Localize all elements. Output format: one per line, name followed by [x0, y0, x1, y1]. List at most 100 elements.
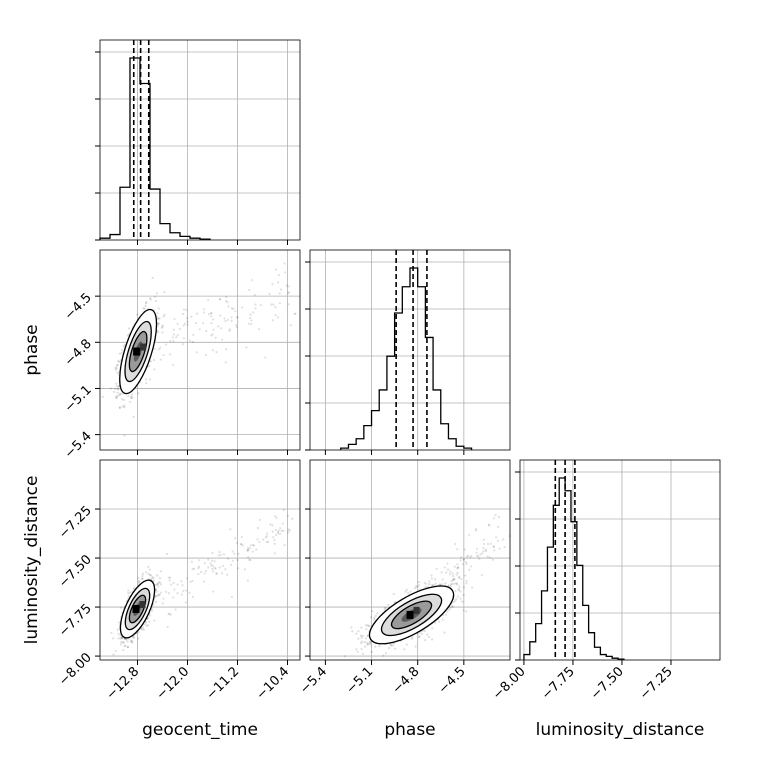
sample-point	[158, 317, 161, 320]
sample-point	[482, 546, 485, 550]
sample-point	[172, 581, 175, 585]
histogram-step	[340, 267, 473, 450]
sample-point	[254, 307, 257, 310]
sample-point	[462, 558, 466, 561]
sample-point	[414, 645, 417, 648]
sample-point	[120, 351, 123, 355]
sample-point	[405, 588, 408, 591]
sample-point	[121, 636, 124, 640]
sample-point	[154, 588, 157, 591]
sample-point	[130, 393, 133, 396]
sample-point	[245, 346, 248, 349]
sample-point	[144, 621, 148, 624]
sample-point	[194, 322, 198, 325]
sample-point	[444, 581, 447, 585]
sample-point	[220, 327, 223, 330]
sample-point	[215, 572, 218, 575]
corner-plot-content: −5.4 −5.1 −4.8 −4.5 −12.8 −12.0 −11.2 −10.4 −8.0…	[22, 39, 721, 740]
sample-point	[457, 576, 461, 579]
sample-point	[116, 371, 119, 374]
sample-point	[117, 388, 120, 391]
sample-point	[438, 620, 441, 623]
sample-point	[119, 634, 122, 637]
sample-point	[411, 636, 414, 639]
sample-point	[444, 613, 448, 616]
density-peak	[413, 606, 420, 614]
sample-point	[468, 533, 471, 537]
sample-point	[259, 303, 262, 307]
sample-point	[165, 552, 169, 556]
sample-point	[367, 643, 370, 646]
sample-point	[452, 577, 455, 581]
sample-point	[147, 565, 150, 568]
sample-point	[456, 571, 459, 574]
sample-point	[410, 637, 414, 640]
sample-point	[417, 584, 421, 587]
histogram-step	[99, 57, 211, 240]
sample-point	[243, 568, 246, 571]
sample-point	[492, 545, 495, 548]
sample-point	[427, 635, 431, 639]
panel-frame	[309, 459, 511, 661]
sample-point	[376, 612, 379, 615]
sample-point	[368, 625, 371, 628]
sample-point	[135, 313, 139, 316]
sample-point	[282, 509, 285, 512]
sample-point	[234, 323, 238, 327]
sample-point	[114, 368, 117, 371]
sample-point	[456, 583, 459, 586]
sample-point	[172, 339, 175, 343]
sample-point	[417, 632, 420, 635]
sample-point	[363, 641, 367, 644]
sample-point	[456, 567, 459, 570]
sample-point	[356, 650, 359, 653]
sample-point	[383, 607, 386, 610]
sample-point	[463, 548, 466, 551]
sample-point	[118, 621, 121, 624]
sample-point	[258, 518, 261, 521]
sample-point	[225, 295, 228, 299]
sample-point	[457, 566, 460, 569]
sample-point	[495, 536, 498, 539]
sample-point	[220, 338, 224, 341]
sample-point	[387, 647, 391, 650]
sample-point	[155, 595, 158, 598]
sample-point	[182, 312, 185, 316]
sample-point	[127, 592, 130, 595]
sample-point	[476, 547, 479, 550]
sample-point	[251, 543, 255, 546]
sample-point	[212, 328, 215, 331]
sample-point	[277, 273, 281, 277]
sample-point	[461, 600, 464, 603]
sample-point	[428, 582, 431, 586]
sample-point	[417, 581, 421, 584]
sample-point	[494, 513, 497, 517]
sample-point	[118, 406, 122, 409]
sample-point	[449, 570, 452, 573]
sample-point	[217, 325, 220, 328]
sample-point	[459, 597, 462, 600]
sample-point	[462, 586, 466, 589]
x-tick-label: −7.25	[637, 664, 676, 703]
sample-point	[246, 579, 249, 582]
sample-point	[115, 367, 118, 370]
sample-point	[234, 310, 237, 313]
sample-point	[459, 559, 462, 562]
y-tick-label: −7.50	[56, 552, 95, 591]
sample-point	[276, 316, 280, 319]
sample-point	[167, 612, 170, 616]
sample-point	[274, 528, 278, 532]
sample-point	[365, 628, 368, 631]
sample-point	[274, 305, 277, 309]
sample-point	[159, 570, 162, 573]
sample-point	[487, 523, 490, 527]
sample-point	[152, 576, 155, 579]
sample-point	[488, 556, 491, 559]
sample-point	[471, 586, 474, 589]
sample-point	[157, 348, 160, 351]
sample-point	[464, 574, 467, 577]
sample-point	[202, 580, 206, 583]
sample-point	[350, 626, 353, 629]
sample-point	[218, 298, 222, 301]
sample-point	[203, 562, 206, 565]
